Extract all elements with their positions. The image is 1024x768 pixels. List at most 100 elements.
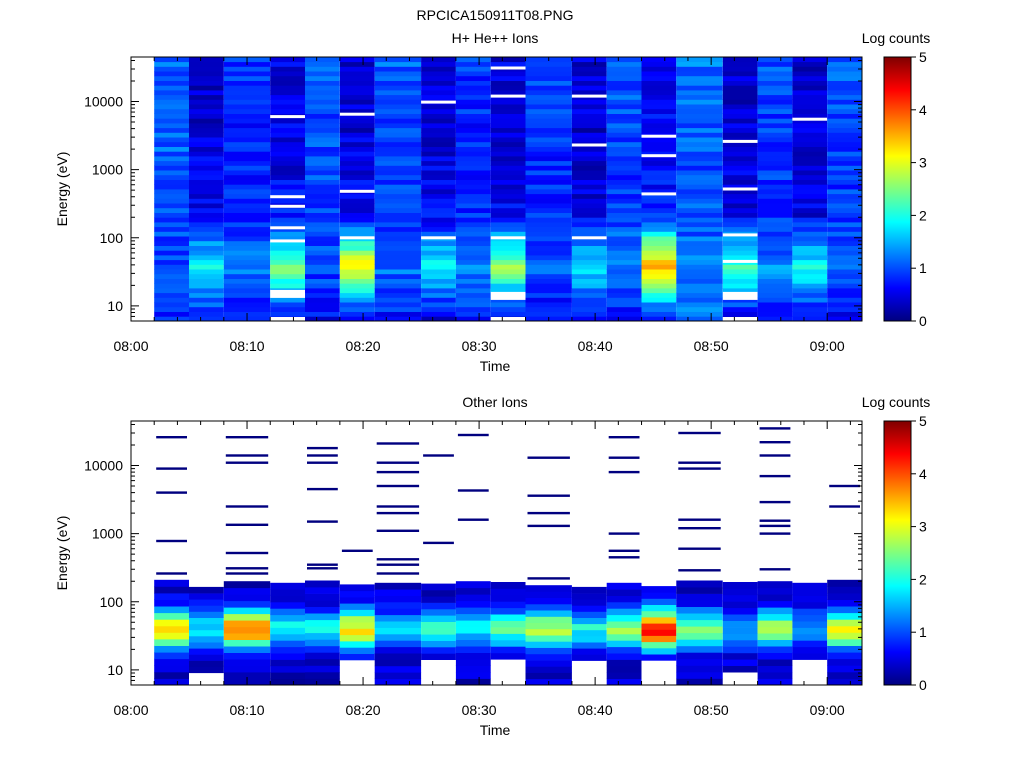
heatmap-cell <box>792 653 828 660</box>
heatmap-cell <box>676 66 723 72</box>
heatmap-cell <box>792 198 828 204</box>
heatmap-cell <box>827 184 862 190</box>
heatmap-cell <box>189 666 224 674</box>
heatmap-cell <box>305 245 340 251</box>
heatmap-cell <box>757 90 793 96</box>
heatmap-cell <box>641 255 677 261</box>
heatmap-cell <box>525 240 572 246</box>
heatmap-cell <box>490 269 526 275</box>
heatmap-cell <box>490 80 526 86</box>
heatmap-cell <box>641 170 677 176</box>
heatmap-cell <box>339 302 375 308</box>
heatmap-cell <box>270 160 305 166</box>
heatmap-cell <box>606 108 642 114</box>
heatmap-cell <box>757 222 793 228</box>
energy-sweep-12 <box>606 436 642 686</box>
heatmap-cell <box>270 75 305 81</box>
heatmap-cell <box>792 203 828 209</box>
heatmap-cell <box>374 170 422 176</box>
heatmap-cell <box>827 306 862 312</box>
heatmap-cell <box>455 113 491 119</box>
heatmap-cell <box>421 292 456 298</box>
heatmap-cell <box>490 588 526 596</box>
heatmap-cell <box>154 306 189 312</box>
heatmap-cell <box>223 633 271 640</box>
heatmap-cell <box>722 594 758 602</box>
heatmap-cell <box>676 292 723 298</box>
heatmap-cell <box>722 170 758 176</box>
heatmap-cell <box>455 269 491 275</box>
energy-sweep-3 <box>270 57 305 325</box>
heatmap-cell <box>154 619 189 627</box>
heatmap-cell <box>305 645 340 653</box>
heatmap-cell <box>757 259 793 265</box>
heatmap-cell <box>189 217 224 223</box>
heatmap-cell <box>421 90 456 96</box>
heatmap-cell <box>490 646 526 654</box>
heatmap-cell <box>606 311 642 317</box>
heatmap-cell <box>455 85 491 91</box>
heatmap-cell <box>223 297 271 303</box>
heatmap-cell <box>223 652 271 660</box>
heatmap-cell <box>374 306 422 312</box>
heatmap-cell <box>722 217 758 223</box>
energy-sweep-10 <box>525 57 572 322</box>
heatmap-cell <box>722 269 758 275</box>
heatmap-cell <box>339 603 375 610</box>
heatmap-cell <box>606 665 642 673</box>
heatmap-cell <box>722 61 758 67</box>
heatmap-cell <box>223 639 271 647</box>
heatmap-cell <box>455 141 491 147</box>
count-line <box>225 551 269 555</box>
count-line <box>829 484 860 488</box>
heatmap-cell <box>606 174 642 180</box>
heatmap-cell <box>374 99 422 105</box>
heatmap-cell <box>490 85 526 91</box>
heatmap-cell <box>223 587 271 595</box>
x-tick-label: 08:00 <box>113 338 148 354</box>
heatmap-cell <box>223 240 271 246</box>
heatmap-cell <box>339 61 375 67</box>
heatmap-cell <box>525 193 572 199</box>
heatmap-cell <box>455 665 491 673</box>
count-line <box>423 541 454 545</box>
heatmap-cell <box>305 90 340 96</box>
energy-sweep-4 <box>305 57 340 322</box>
heatmap-cell <box>676 306 723 312</box>
heatmap-cell <box>421 608 456 616</box>
heatmap-cell <box>490 193 526 199</box>
x-tick-label: 08:10 <box>230 338 265 354</box>
heatmap-cell <box>270 61 305 67</box>
heatmap-cell <box>827 156 862 162</box>
heatmap-cell <box>757 184 793 190</box>
heatmap-cell <box>305 632 340 640</box>
heatmap-cell <box>525 66 572 72</box>
heatmap-cell <box>189 599 224 606</box>
heatmap-cell <box>374 226 422 232</box>
heatmap-cell <box>525 85 572 91</box>
heatmap-cell <box>339 184 375 190</box>
heatmap-cell <box>223 269 271 275</box>
heatmap-cell <box>757 57 793 63</box>
count-line <box>156 467 187 470</box>
heatmap-cell <box>792 94 828 100</box>
heatmap-cell <box>154 292 189 298</box>
heatmap-cell <box>641 264 677 270</box>
heatmap-cell <box>455 607 491 615</box>
heatmap-cell <box>676 245 723 251</box>
heatmap-cell <box>189 85 224 91</box>
heatmap-cell <box>374 297 422 303</box>
heatmap-cell <box>571 316 607 322</box>
count-line <box>341 549 373 552</box>
heatmap-cell <box>374 672 422 679</box>
heatmap-cell <box>525 302 572 308</box>
heatmap-cell <box>571 611 607 618</box>
colorbar-tick-label: 1 <box>919 260 927 276</box>
heatmap-cell <box>305 71 340 77</box>
heatmap-cell <box>827 160 862 166</box>
energy-sweep-17 <box>792 582 828 660</box>
heatmap-cell <box>827 203 862 209</box>
heatmap-cell <box>305 302 340 308</box>
heatmap-cell <box>339 316 375 322</box>
heatmap-cell <box>792 231 828 237</box>
